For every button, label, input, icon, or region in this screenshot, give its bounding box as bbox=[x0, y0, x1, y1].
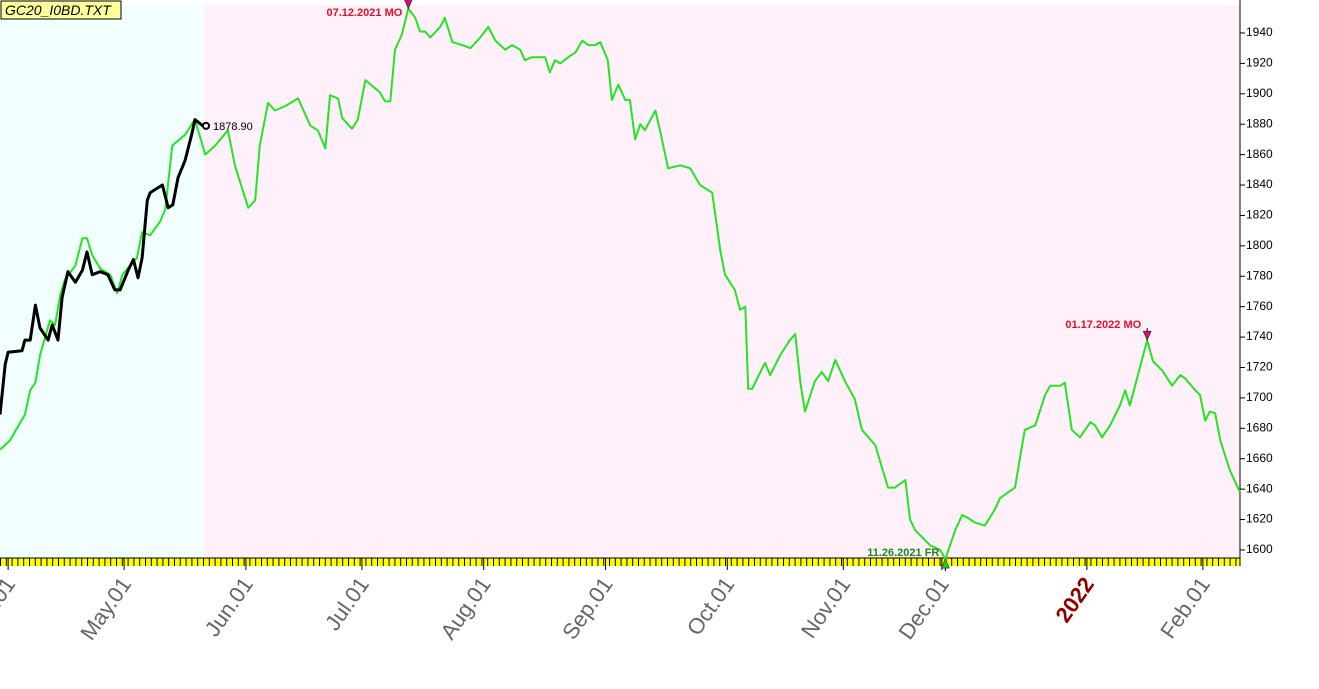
y-tick-label: 1700 bbox=[1246, 390, 1273, 404]
y-tick-label: 1840 bbox=[1246, 177, 1273, 191]
last-value-marker bbox=[201, 121, 210, 130]
y-tick-label: 1640 bbox=[1246, 481, 1273, 495]
y-tick-label: 1800 bbox=[1246, 238, 1273, 252]
y-tick-label: 1720 bbox=[1246, 360, 1273, 374]
chart-title: GC20_I0BD.TXT bbox=[5, 2, 112, 18]
annotation-label: 11.26.2021 FR bbox=[867, 547, 939, 559]
y-tick-label: 1600 bbox=[1246, 542, 1273, 556]
price-line bbox=[0, 7, 1241, 561]
x-tick-label: Aug.01 bbox=[435, 573, 495, 644]
y-tick-label: 1900 bbox=[1246, 86, 1273, 100]
y-tick-label: 1740 bbox=[1246, 329, 1273, 343]
x-tick-label: Jun.01 bbox=[200, 573, 258, 641]
future-shade bbox=[204, 5, 1240, 558]
y-tick-label: 1920 bbox=[1246, 56, 1273, 70]
minor-tick-strip bbox=[0, 558, 1240, 566]
annotation-label: 07.12.2021 MO bbox=[326, 7, 402, 19]
background bbox=[0, 5, 1240, 558]
y-tick-label: 1780 bbox=[1246, 268, 1273, 282]
history-shade bbox=[0, 5, 205, 558]
y-tick-label: 1620 bbox=[1246, 512, 1273, 526]
x-tick-label: Dec.01 bbox=[894, 573, 954, 644]
x-tick-label: 2022 bbox=[1050, 573, 1099, 627]
title-box: GC20_I0BD.TXT bbox=[0, 0, 122, 20]
x-tick-label: Jul.01 bbox=[320, 573, 374, 635]
annotation-marker bbox=[1142, 330, 1152, 341]
x-tick-label: May.01 bbox=[75, 573, 136, 645]
last-value-label: 1878.90 bbox=[213, 121, 253, 133]
y-tick-label: 1680 bbox=[1246, 420, 1273, 434]
y-tick-label: 1660 bbox=[1246, 451, 1273, 465]
y-tick-label: 1940 bbox=[1246, 25, 1273, 39]
y-tick-label: 1880 bbox=[1246, 116, 1273, 130]
x-tick-label: Oct.01 bbox=[682, 573, 740, 640]
y-tick-label: 1820 bbox=[1246, 208, 1273, 222]
x-tick-label: Apr.01 bbox=[0, 573, 20, 639]
x-tick-label: Nov.01 bbox=[796, 573, 856, 643]
title-bg bbox=[0, 0, 122, 20]
y-tick-label: 1760 bbox=[1246, 299, 1273, 313]
y-tick-label: 1860 bbox=[1246, 147, 1273, 161]
x-tick-label: Feb.01 bbox=[1155, 573, 1215, 643]
annotation-marker bbox=[940, 558, 950, 569]
annotation-marker bbox=[404, 0, 413, 10]
price-line bbox=[0, 118, 204, 415]
x-tick-label: Sep.01 bbox=[557, 573, 617, 644]
annotation-label: 01.17.2022 MO bbox=[1065, 319, 1141, 331]
